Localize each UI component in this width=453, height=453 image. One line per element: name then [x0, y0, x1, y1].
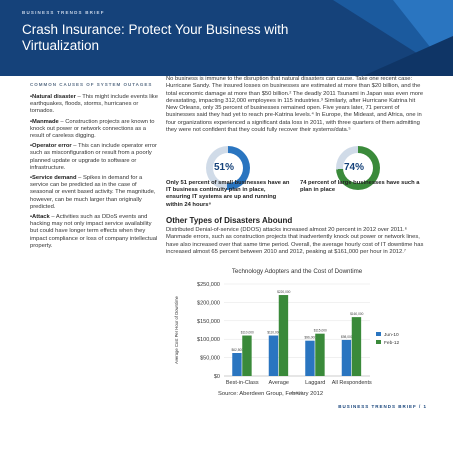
sidebar-item: •Operator error – This can include opera…	[30, 143, 158, 172]
bar	[315, 333, 325, 376]
sidebar-item-term: •Operator error	[30, 143, 72, 150]
x-tick-label: All Respondents	[332, 380, 372, 386]
ddos-paragraph: Distributed Denial-of-service (DDOS) att…	[166, 227, 424, 255]
stat-value-small-business: 51%	[214, 162, 235, 173]
sidebar-item: •Service demand – Spikes in demand for a…	[30, 175, 158, 211]
legend-label: Feb-12	[384, 340, 400, 346]
sidebar-outage-causes: COMMON CAUSES OF SYSTEM OUTAGES •Natural…	[30, 80, 158, 253]
brief-label: BUSINESS TRENDS BRIEF	[22, 10, 105, 15]
sidebar-item-term: •Manmade	[30, 118, 59, 125]
intro-paragraph: No business is immune to the disruption …	[166, 76, 424, 134]
bar-data-label: $110,000	[241, 331, 254, 335]
sidebar-item-term: •Service demand	[30, 175, 77, 182]
sidebar-item-desc: – Spikes in demand for a service can be …	[30, 175, 156, 210]
sidebar-item-desc: – This can include operator error such a…	[30, 143, 157, 171]
bar-data-label: $220,000	[277, 290, 291, 294]
legend-swatch	[376, 332, 381, 336]
sidebar-item-term: •Attack	[30, 214, 50, 221]
y-tick-label: $0	[214, 374, 220, 380]
page-title: Crash Insurance: Protect Your Business w…	[22, 22, 289, 53]
sidebar-item-desc: – Activities such as DDoS events and hac…	[30, 214, 158, 249]
stats-row: 51% 74% Only 51 percent of small busines…	[166, 146, 428, 208]
bar	[341, 339, 352, 376]
legend-swatch	[376, 340, 381, 344]
stat-value-large-business: 74%	[344, 162, 365, 173]
bar-data-label: $98,000	[341, 335, 353, 339]
page-header: BUSINESS TRENDS BRIEF Crash Insurance: P…	[0, 0, 453, 76]
bar	[232, 353, 242, 376]
header-decor-shape	[363, 36, 453, 76]
donut-chart-large-business	[336, 146, 380, 190]
downtime-cost-bar-chart: Technology Adopters and the Cost of Down…	[174, 268, 400, 395]
y-tick-label: $100,000	[197, 337, 220, 343]
sidebar-item: •Natural disaster – This might include e…	[30, 94, 158, 116]
y-tick-label: $50,000	[200, 356, 220, 362]
bar-data-label: $160,000	[350, 312, 364, 316]
footer-page-label: BUSINESS TRENDS BRIEF / 1	[338, 404, 427, 409]
sidebar-item-desc: – Construction projects are known to kno…	[30, 118, 155, 140]
legend-label: Jun-10	[384, 332, 399, 338]
bar-data-label: $62,500	[231, 348, 243, 352]
x-tick-label: Best-in-Class	[226, 380, 259, 386]
y-tick-label: $150,000	[197, 319, 220, 325]
section-heading: Other Types of Disasters Abound	[166, 216, 293, 225]
bar-data-label: $110,000	[267, 331, 280, 335]
chart-source: Source: Aberdeen Group, February 2012	[218, 391, 324, 397]
donut-chart-small-business	[206, 146, 250, 190]
y-tick-label: $250,000	[197, 282, 220, 288]
sidebar-item-desc: – This might include events like earthqu…	[30, 94, 158, 115]
y-axis-label: Average Cost Per Hour of Downtime	[174, 296, 179, 364]
x-axis-note: n=100	[291, 390, 303, 395]
bar	[268, 335, 279, 376]
sidebar-item: •Attack – Activities such as DDoS events…	[30, 214, 158, 250]
main-content: No business is immune to the disruption …	[166, 76, 428, 134]
x-tick-label: Average	[269, 380, 289, 386]
chart-title: Technology Adopters and the Cost of Down…	[232, 268, 363, 275]
bar	[242, 335, 252, 376]
bar-data-label: $115,000	[314, 329, 327, 333]
sidebar-heading: COMMON CAUSES OF SYSTEM OUTAGES	[30, 82, 153, 87]
sidebar-item-term: •Natural disaster	[30, 94, 76, 100]
bar	[351, 317, 362, 376]
x-tick-label: Laggard	[305, 380, 325, 386]
bar	[278, 295, 289, 376]
sidebar-item: •Manmade – Construction projects are kno…	[30, 119, 158, 141]
bar-data-label: $96,000	[304, 336, 316, 340]
stat-text-large-business: 74 percent of large businesses have such…	[300, 180, 420, 194]
sidebar-list: •Natural disaster – This might include e…	[30, 94, 158, 250]
stat-text-small-business: Only 51 percent of small businesses have…	[166, 180, 290, 208]
bar	[305, 340, 315, 376]
y-tick-label: $200,000	[197, 300, 220, 306]
